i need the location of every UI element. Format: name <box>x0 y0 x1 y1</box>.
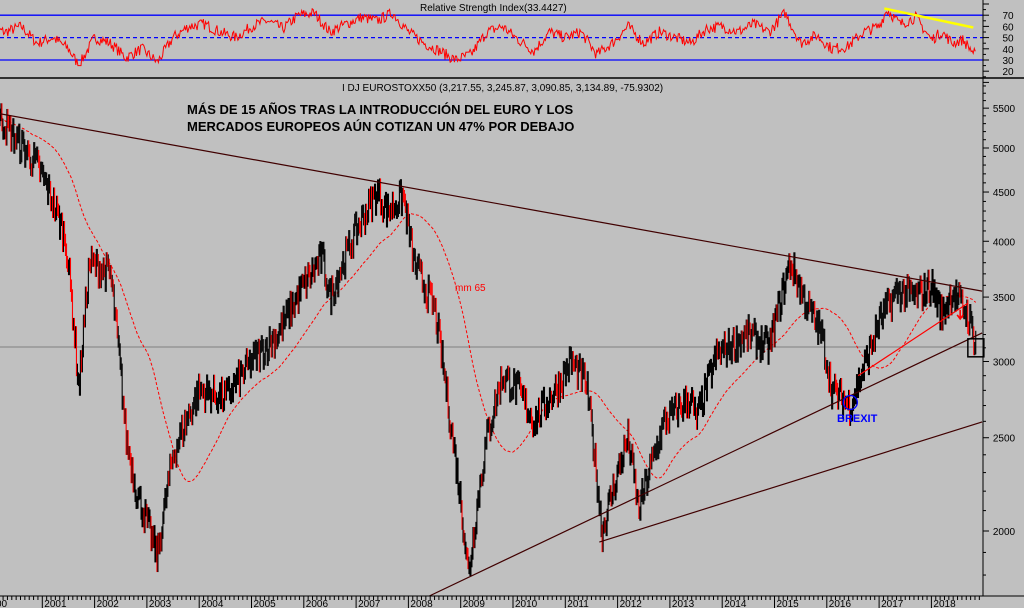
x-tick-label: 2007 <box>358 599 381 608</box>
x-tick-label: 2013 <box>672 599 695 608</box>
ma-label: mm 65 <box>455 283 486 294</box>
rsi-tick-label: 70 <box>1002 11 1014 22</box>
x-tick-label: 00 <box>0 599 8 608</box>
x-tick-label: 2002 <box>97 599 120 608</box>
y-tick-label: 5000 <box>993 144 1016 155</box>
rsi-title: Relative Strength Index(33.4427) <box>420 3 567 14</box>
x-tick-label: 2006 <box>306 599 329 608</box>
rsi-tick-label: 30 <box>1002 56 1014 67</box>
y-tick-label: 4500 <box>993 188 1016 199</box>
y-tick-label: 3000 <box>993 358 1016 369</box>
annotation-line-1: MÁS DE 15 AÑOS TRAS LA INTRODUCCIÓN DEL … <box>187 102 574 117</box>
rsi-tick-label: 20 <box>1002 67 1014 78</box>
x-tick-label: 2008 <box>410 599 433 608</box>
x-tick-label: 2012 <box>620 599 643 608</box>
rsi-tick-label: 40 <box>1002 45 1014 56</box>
trendline-3 <box>857 302 969 377</box>
down-arrow-icon <box>956 309 964 321</box>
trendline-0 <box>0 113 983 292</box>
x-tick-label: 2004 <box>201 599 224 608</box>
trendline-2 <box>599 421 983 543</box>
brexit-label: BREXIT <box>837 413 878 425</box>
rsi-tick-label: 50 <box>1002 34 1014 45</box>
y-tick-label: 2500 <box>993 434 1016 445</box>
x-tick-label: 2011 <box>567 599 589 608</box>
x-tick-label: 2018 <box>933 599 956 608</box>
rsi-line <box>0 7 976 67</box>
rsi-trendline <box>884 7 974 29</box>
trendline-1 <box>429 332 983 597</box>
y-tick-label: 4000 <box>993 237 1016 248</box>
x-tick-label: 2015 <box>777 599 800 608</box>
x-tick-label: 2003 <box>149 599 172 608</box>
brexit-circle <box>842 394 858 411</box>
y-tick-label: 3500 <box>993 293 1016 304</box>
x-tick-label: 2010 <box>515 599 538 608</box>
rsi-tick-label: 60 <box>1002 22 1014 33</box>
x-tick-label: 2001 <box>44 599 67 608</box>
y-tick-label: 2000 <box>993 527 1016 538</box>
annotation-line-2: MERCADOS EUROPEOS AÚN COTIZAN UN 47% POR… <box>187 119 574 134</box>
price-header: I DJ EUROSTOXX50 (3,217.55, 3,245.87, 3,… <box>342 83 663 94</box>
x-tick-label: 2016 <box>829 599 852 608</box>
y-tick-label: 5500 <box>993 104 1016 115</box>
x-tick-label: 2017 <box>881 599 904 608</box>
x-tick-label: 2014 <box>724 599 747 608</box>
x-tick-label: 2009 <box>463 599 486 608</box>
x-tick-label: 2005 <box>254 599 277 608</box>
price-panel <box>0 103 985 597</box>
